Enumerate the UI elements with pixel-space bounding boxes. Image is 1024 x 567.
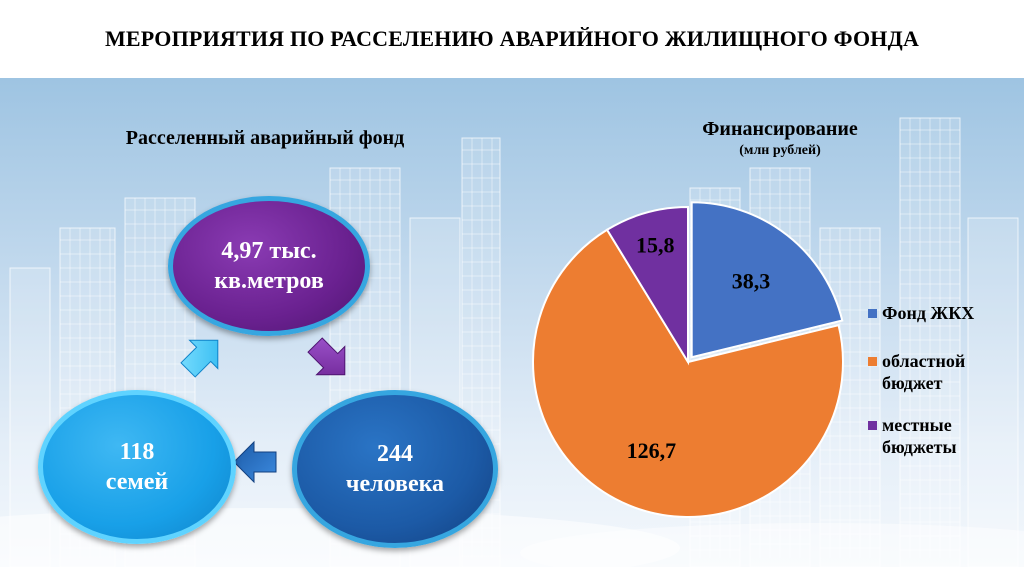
arrow-people-to-families	[233, 440, 277, 484]
people-circle: 244 человека	[292, 390, 498, 548]
families-circle: 118 семей	[38, 390, 236, 544]
chart-subtitle: (млн рублей)	[739, 143, 821, 158]
legend-item: Фонд ЖКХ	[868, 302, 1018, 324]
chart-title-block: Финансирование (млн рублей)	[630, 118, 930, 159]
people-unit: человека	[345, 471, 445, 497]
page-title: МЕРОПРИЯТИЯ ПО РАССЕЛЕНИЮ АВАРИЙНОГО ЖИЛ…	[104, 26, 920, 51]
pie-chart: 38,3 126,7 15,8	[500, 180, 860, 545]
legend-swatch	[868, 357, 877, 366]
legend-label: местные бюджеты	[882, 415, 957, 457]
families-value: 118	[119, 439, 155, 465]
pie-data-label: 15,8	[636, 233, 675, 258]
pie-slice	[690, 201, 844, 359]
legend-swatch	[868, 309, 877, 318]
legend-label: областной бюджет	[882, 351, 966, 393]
left-panel-title: Расселенный аварийный фонд	[125, 127, 405, 149]
area-value: 4,97 тыс.	[221, 238, 317, 264]
header: МЕРОПРИЯТИЯ ПО РАССЕЛЕНИЮ АВАРИЙНОГО ЖИЛ…	[0, 0, 1024, 78]
legend-label: Фонд ЖКХ	[882, 303, 975, 323]
chart-legend: Фонд ЖКХ областной бюджет местные бюджет…	[868, 302, 1018, 484]
pie-data-label: 126,7	[627, 438, 677, 463]
arrow-families-to-area	[180, 339, 219, 378]
people-value: 244	[376, 441, 413, 467]
pie-slice	[532, 228, 844, 518]
legend-item: местные бюджеты	[868, 414, 1018, 458]
chart-title: Финансирование	[702, 118, 858, 140]
arrow-area-to-people	[307, 337, 346, 376]
pie-svg: 38,3 126,7 15,8	[532, 201, 844, 518]
families-unit: семей	[105, 469, 169, 495]
area-circle: 4,97 тыс. кв.метров	[168, 196, 370, 336]
legend-item: областной бюджет	[868, 350, 1018, 394]
area-unit: кв.метров	[214, 268, 324, 294]
pie-data-label: 38,3	[732, 269, 771, 294]
pie-slice	[605, 205, 689, 366]
legend-swatch	[868, 421, 877, 430]
